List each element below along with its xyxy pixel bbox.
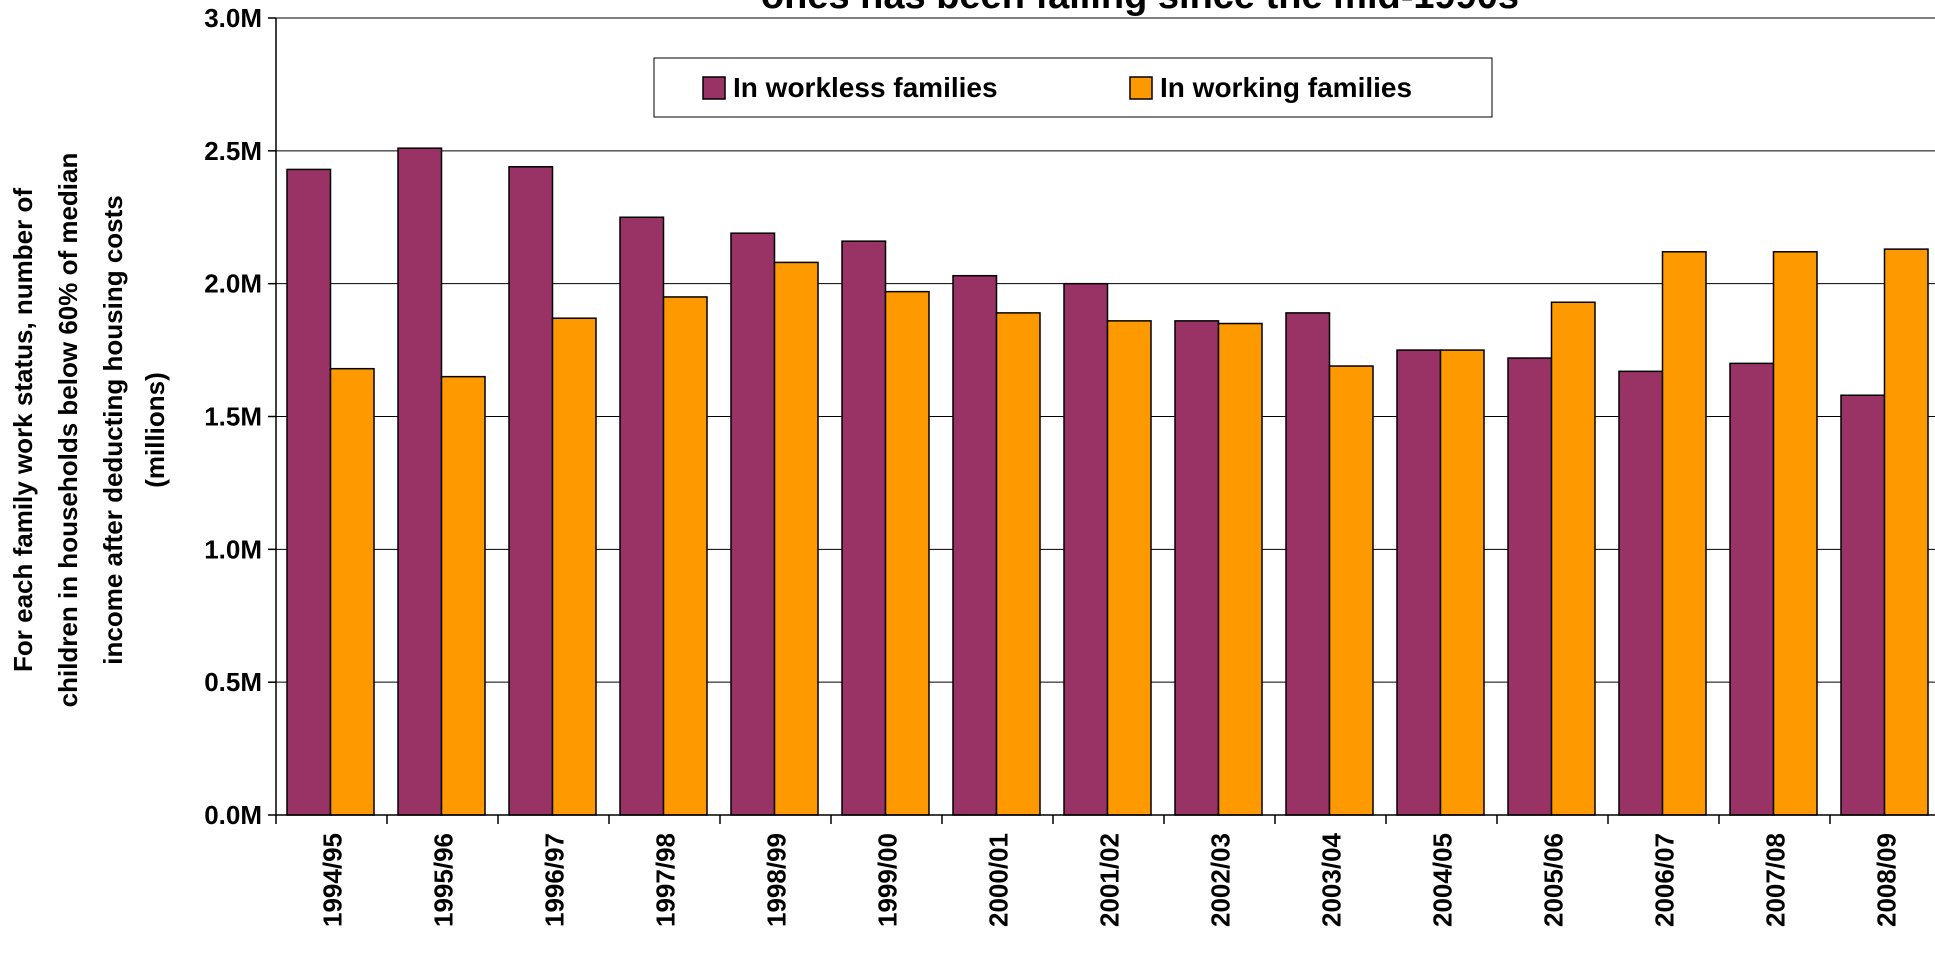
x-tick-label: 2005/06 [1539,833,1569,927]
bar-workless [397,147,443,816]
bar-working [440,375,486,816]
y-tick-label: 0.0M [204,800,262,830]
legend-swatch [702,76,726,100]
bar-workless [1618,370,1664,816]
y-tick-label: 2.0M [204,269,262,299]
x-tick-label: 2007/08 [1761,833,1791,927]
bar-working [329,367,375,816]
legend-label: In workless families [733,72,998,103]
y-axis-label-line: For each family work status, number of [8,188,38,672]
bar-workless [1729,362,1775,816]
bar-workless [286,168,332,816]
bar-workless [952,274,998,816]
bar-workless [1063,282,1109,816]
y-tick-label: 0.5M [204,667,262,697]
bar-workless [619,216,665,816]
bar-working [995,312,1041,816]
x-tick-label: 1996/97 [540,833,570,927]
bars [286,147,1929,816]
bar-working [1883,248,1929,816]
y-tick-labels: 0.0M 0.5M 1.0M 1.5M 2.0M 2.5M 3.0M [204,3,262,830]
bar-workless [1396,349,1442,816]
x-tick-label: 1998/99 [762,833,792,927]
bar-working [551,317,597,816]
legend: In workless families In working families [653,57,1493,118]
bar-workless [508,166,554,816]
y-tick-label: 1.0M [204,534,262,564]
x-tick-label: 1994/95 [318,833,348,927]
bar-working [1217,322,1263,816]
bar-workless [1285,312,1331,816]
bar-working [1328,365,1374,816]
y-tick-label: 1.5M [204,402,262,432]
y-axis-label: For each family work status, number of ch… [8,153,170,708]
bar-working [1439,349,1485,816]
x-tick-label: 2003/04 [1317,832,1347,927]
bar-workless [730,232,776,816]
x-tick-label: 2000/01 [984,833,1014,927]
y-axis-label-line: income after deducting housing costs [98,195,128,665]
bar-working [1106,320,1152,816]
x-tick-label: 2008/09 [1872,833,1902,927]
bar-working [1772,251,1818,816]
x-tick-label: 1995/96 [429,833,459,927]
legend-box [653,57,1493,118]
chart-title: ones has been falling since the mid-1990… [761,0,1519,17]
axes [275,17,1935,824]
y-tick-label: 3.0M [204,3,262,33]
legend-label: In working families [1160,72,1412,103]
y-axis-label-line: (millions) [140,372,170,488]
bar-workless [1174,320,1220,816]
x-tick-label: 2002/03 [1206,833,1236,927]
x-tick-label: 2004/05 [1428,833,1458,927]
y-tick-label: 2.5M [204,136,262,166]
bar-workless [1507,357,1553,816]
bar-working [1550,301,1596,816]
x-tick-label: 2006/07 [1650,833,1680,927]
y-axis-label-line: children in households below 60% of medi… [53,153,83,708]
bar-working [884,290,930,816]
bar-working [662,296,708,816]
x-tick-labels: 1994/95 1995/96 1996/97 1997/98 1998/99 1999/… [318,832,1902,927]
bar-working [773,261,819,816]
x-tick-label: 1999/00 [873,833,903,927]
x-tick-label: 2001/02 [1095,833,1125,927]
bar-working [1661,251,1707,816]
x-tick-label: 1997/98 [651,833,681,927]
bar-workless [841,240,887,816]
bar-workless [1840,394,1886,816]
legend-swatch [1129,76,1153,100]
